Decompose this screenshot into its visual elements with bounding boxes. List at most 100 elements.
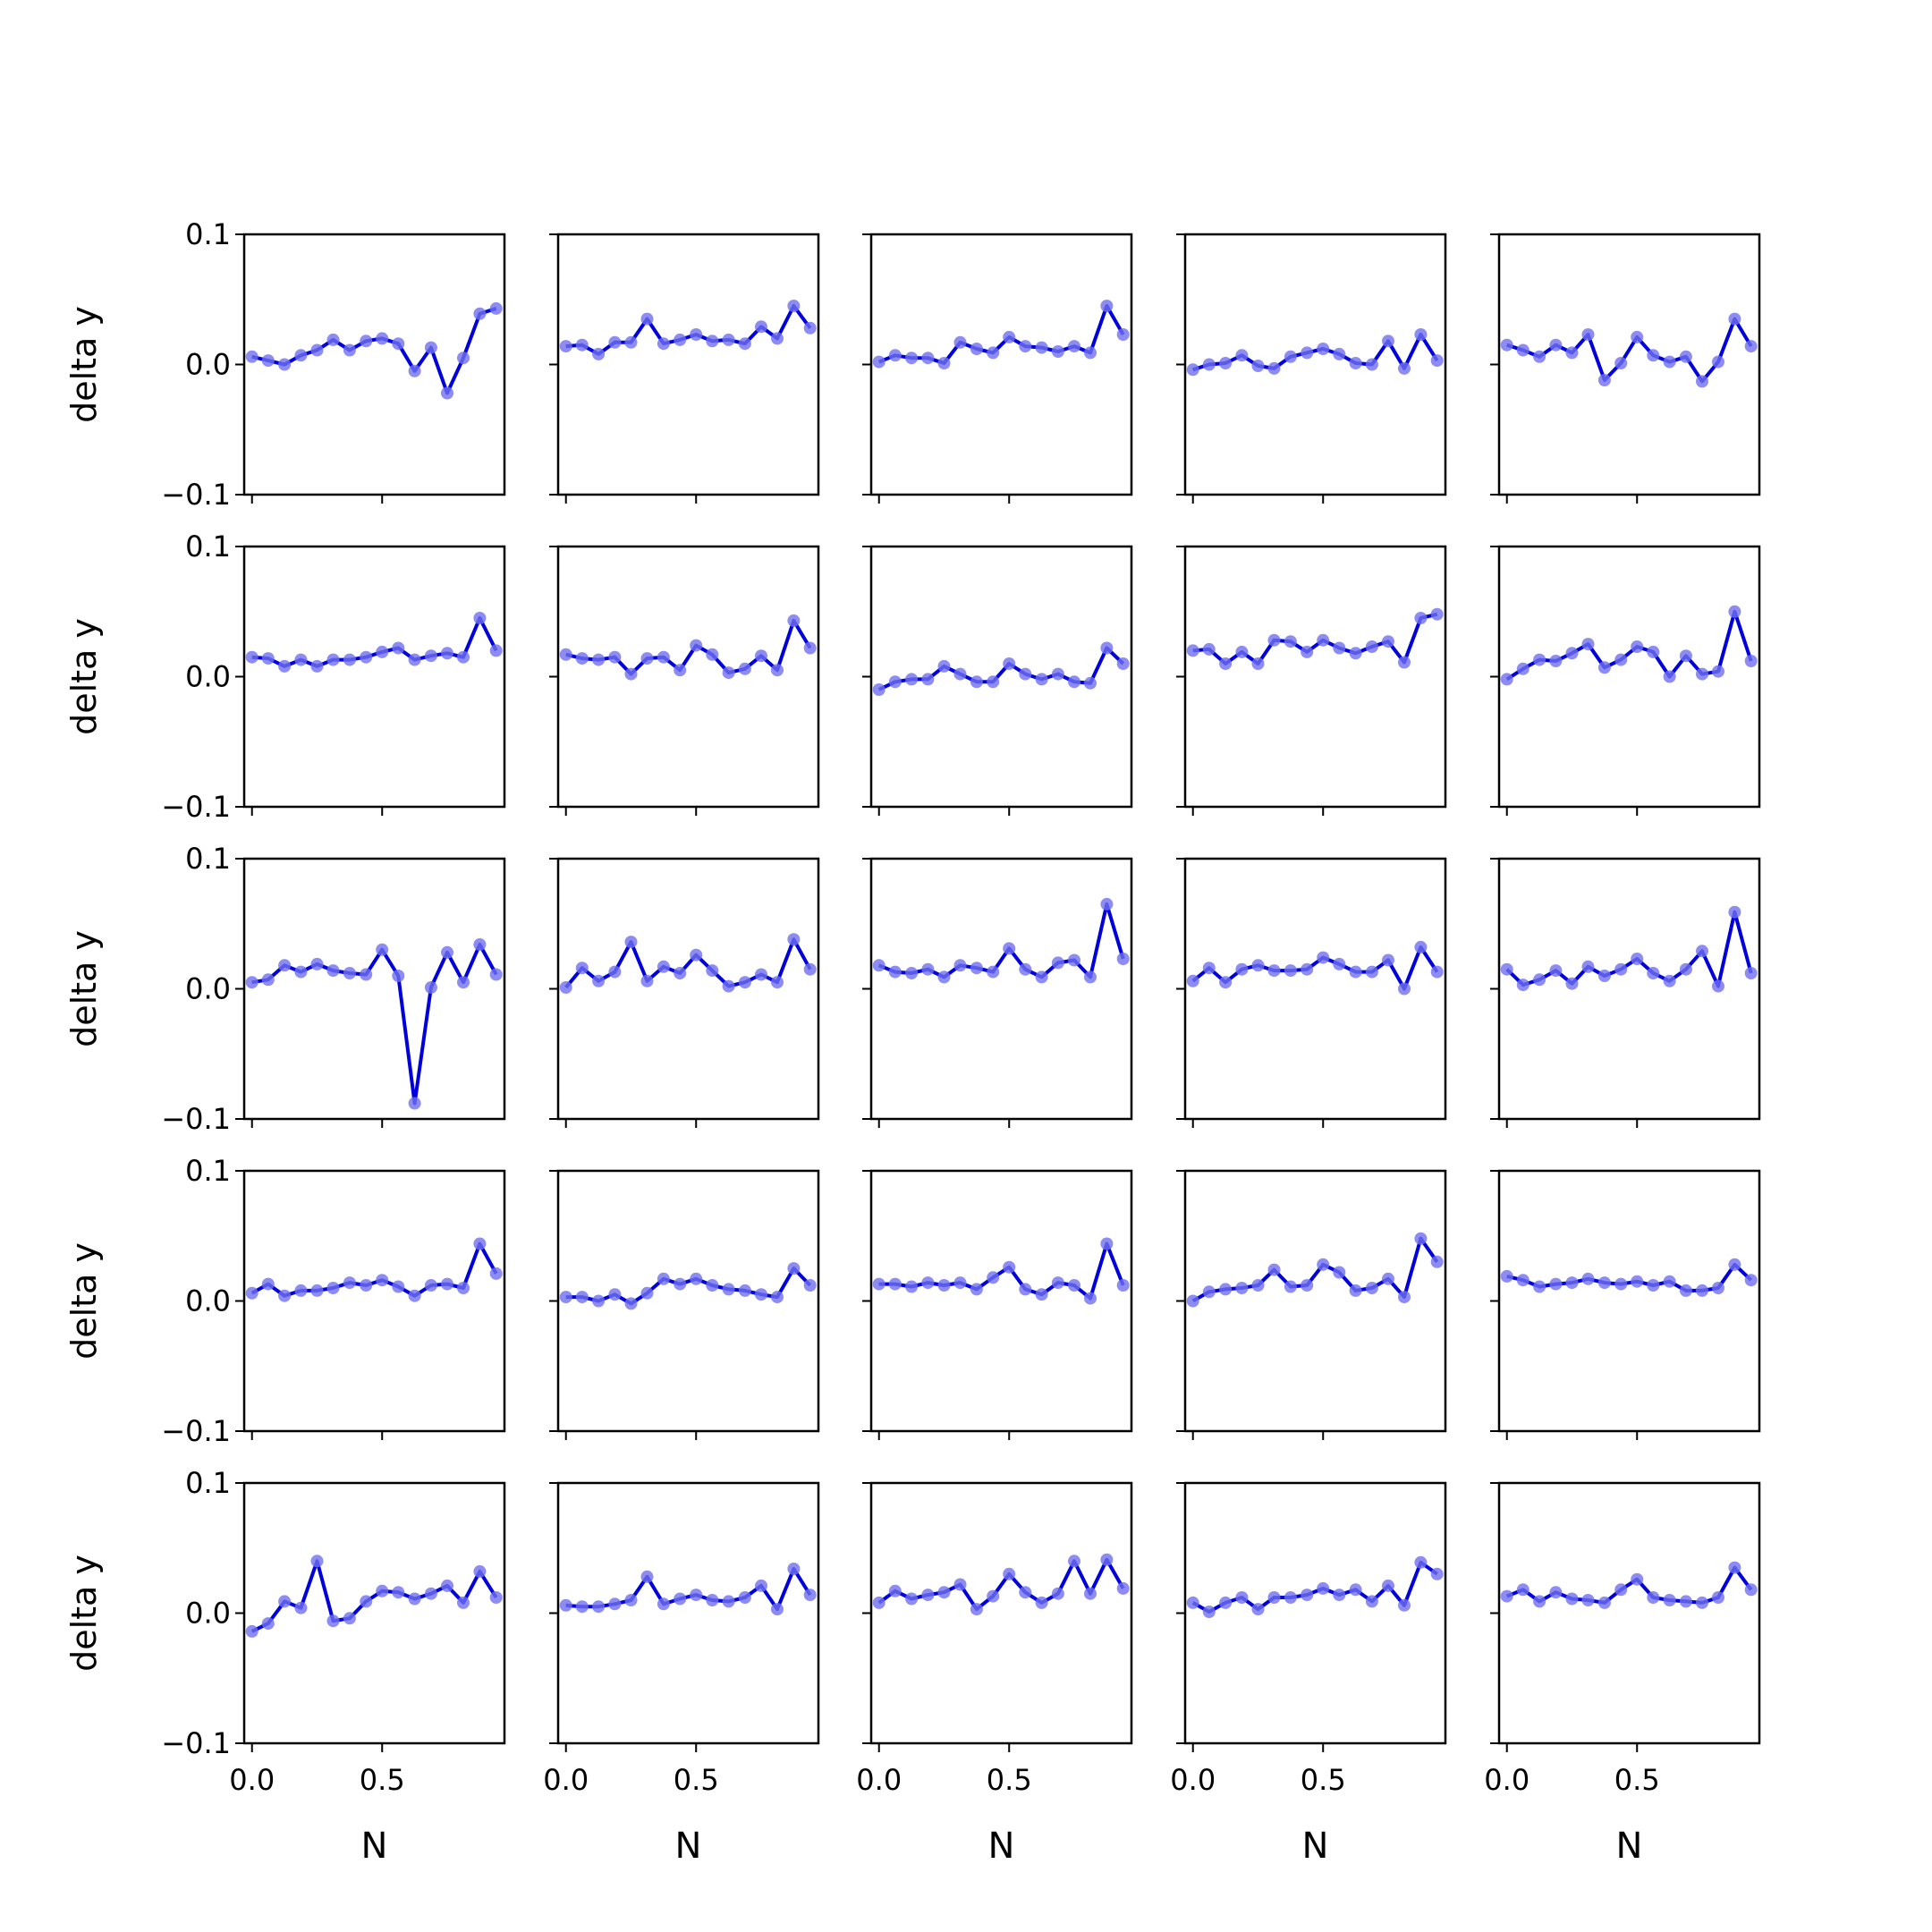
data-point	[1516, 662, 1530, 675]
x-tick-label: 0.5	[674, 1763, 719, 1797]
data-point	[1084, 346, 1097, 360]
data-point	[1614, 962, 1628, 976]
data-point	[1019, 667, 1032, 681]
data-point	[1251, 1603, 1265, 1616]
data-point	[294, 1284, 308, 1297]
data-point	[575, 652, 589, 665]
data-point	[608, 650, 622, 664]
y-tick-label: 0.0	[185, 972, 231, 1006]
data-point	[674, 1592, 687, 1606]
data-point	[343, 343, 356, 357]
data-point	[392, 970, 405, 982]
data-point	[1301, 346, 1314, 360]
data-point	[1663, 355, 1676, 369]
series-line	[250, 1559, 498, 1633]
y-axis-label: delta y	[64, 930, 104, 1047]
data-point	[674, 967, 687, 979]
data-point	[755, 320, 767, 334]
data-point	[771, 332, 784, 345]
subplot-4-3	[862, 1169, 1133, 1440]
data-point	[1549, 1277, 1563, 1291]
subplot-5-4: 0.0 0.5 N	[1170, 1481, 1447, 1867]
y-axis-label: delta y	[64, 618, 104, 735]
data-point	[408, 1289, 421, 1302]
series-line	[251, 616, 498, 668]
data-point	[408, 653, 421, 666]
data-point	[1284, 635, 1297, 648]
data-point	[1614, 357, 1628, 369]
data-point	[640, 1570, 654, 1583]
data-point	[987, 346, 1000, 360]
data-point	[1301, 1589, 1314, 1602]
data-point	[1581, 1594, 1595, 1606]
data-point	[937, 1586, 951, 1599]
x-tick-label: 0.0	[1484, 1763, 1530, 1797]
subplot-5-5: 0.0 0.5 N	[1484, 1481, 1761, 1867]
data-point	[1333, 1266, 1346, 1279]
data-point	[1333, 957, 1346, 970]
data-point	[310, 1284, 324, 1297]
data-point	[1349, 1583, 1362, 1597]
data-point	[1003, 942, 1016, 955]
data-point	[1647, 1279, 1660, 1292]
data-point	[1631, 330, 1644, 343]
data-point	[1663, 1594, 1676, 1606]
data-point	[1284, 964, 1297, 978]
data-point	[1614, 1277, 1628, 1291]
data-point	[755, 968, 767, 981]
data-point	[408, 1097, 421, 1110]
data-point	[1068, 1555, 1080, 1568]
data-point	[1349, 965, 1362, 979]
data-point	[1533, 1595, 1546, 1608]
data-point	[261, 652, 275, 665]
data-point	[706, 1594, 719, 1606]
data-point	[905, 673, 919, 686]
data-point	[1414, 328, 1428, 341]
data-point	[1679, 649, 1692, 663]
data-point	[376, 1584, 389, 1597]
data-point	[970, 962, 983, 975]
data-point	[690, 639, 703, 652]
data-point	[575, 1291, 589, 1304]
data-point	[1068, 953, 1080, 967]
series-line	[877, 304, 1125, 365]
data-point	[245, 650, 258, 664]
data-point	[1744, 1274, 1758, 1287]
data-point	[1500, 338, 1513, 352]
data-point	[1100, 300, 1114, 312]
data-point	[473, 307, 487, 320]
series-line	[1505, 609, 1753, 682]
data-point	[937, 970, 951, 984]
data-point	[1003, 1260, 1016, 1274]
data-point	[592, 1600, 606, 1614]
data-point	[294, 653, 308, 666]
data-point	[872, 959, 886, 972]
data-point	[245, 1624, 258, 1638]
data-point	[722, 1283, 735, 1296]
subplot-3-2	[549, 857, 820, 1128]
data-point	[310, 1555, 324, 1568]
data-point	[787, 300, 801, 312]
data-point	[1382, 1272, 1394, 1285]
data-point	[360, 335, 373, 348]
data-point	[706, 335, 719, 348]
data-point	[441, 386, 453, 400]
data-point	[970, 343, 983, 355]
data-point	[888, 965, 902, 979]
data-point	[278, 1595, 292, 1608]
data-point	[787, 1262, 801, 1275]
data-point	[1317, 1581, 1330, 1595]
data-point	[1712, 1591, 1724, 1604]
data-point	[1068, 675, 1080, 689]
data-point	[1430, 1567, 1444, 1580]
data-point	[888, 1277, 902, 1291]
data-point	[987, 675, 1000, 689]
data-point	[1663, 670, 1676, 683]
data-point	[310, 659, 324, 673]
data-point	[1235, 1282, 1249, 1294]
data-point	[326, 1614, 340, 1628]
series-line	[877, 646, 1125, 691]
data-point	[1398, 656, 1411, 669]
data-point	[457, 650, 470, 664]
